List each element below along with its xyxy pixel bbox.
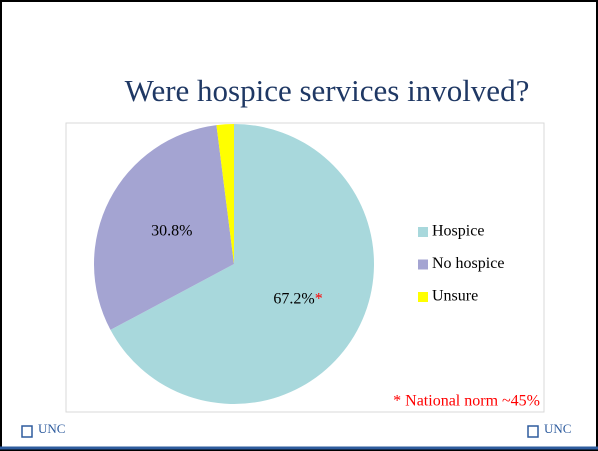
legend-label: Unsure xyxy=(432,288,478,305)
chart-area xyxy=(65,122,545,413)
data-label: 30.8% xyxy=(151,223,192,240)
data-label: 67.2% xyxy=(273,291,314,308)
legend-label: No hospice xyxy=(432,255,504,272)
legend-label: Hospice xyxy=(432,223,484,240)
pie-slice xyxy=(93,125,235,330)
logo: UNC xyxy=(527,421,571,438)
annotation: * National norm ~45% xyxy=(393,393,540,410)
logo-icon xyxy=(527,425,539,438)
logo-text: UNC xyxy=(544,421,571,436)
logo-icon xyxy=(21,425,33,438)
label-marker: * xyxy=(315,291,323,308)
legend-swatch xyxy=(418,227,428,237)
pie-slice xyxy=(216,124,234,264)
chart-title: Were hospice services involved? xyxy=(125,73,530,108)
legend-swatch xyxy=(418,292,428,302)
logo-text: UNC xyxy=(38,421,65,436)
logo: UNC xyxy=(21,421,65,438)
pie-slice xyxy=(110,124,374,404)
legend-swatch xyxy=(418,259,428,270)
